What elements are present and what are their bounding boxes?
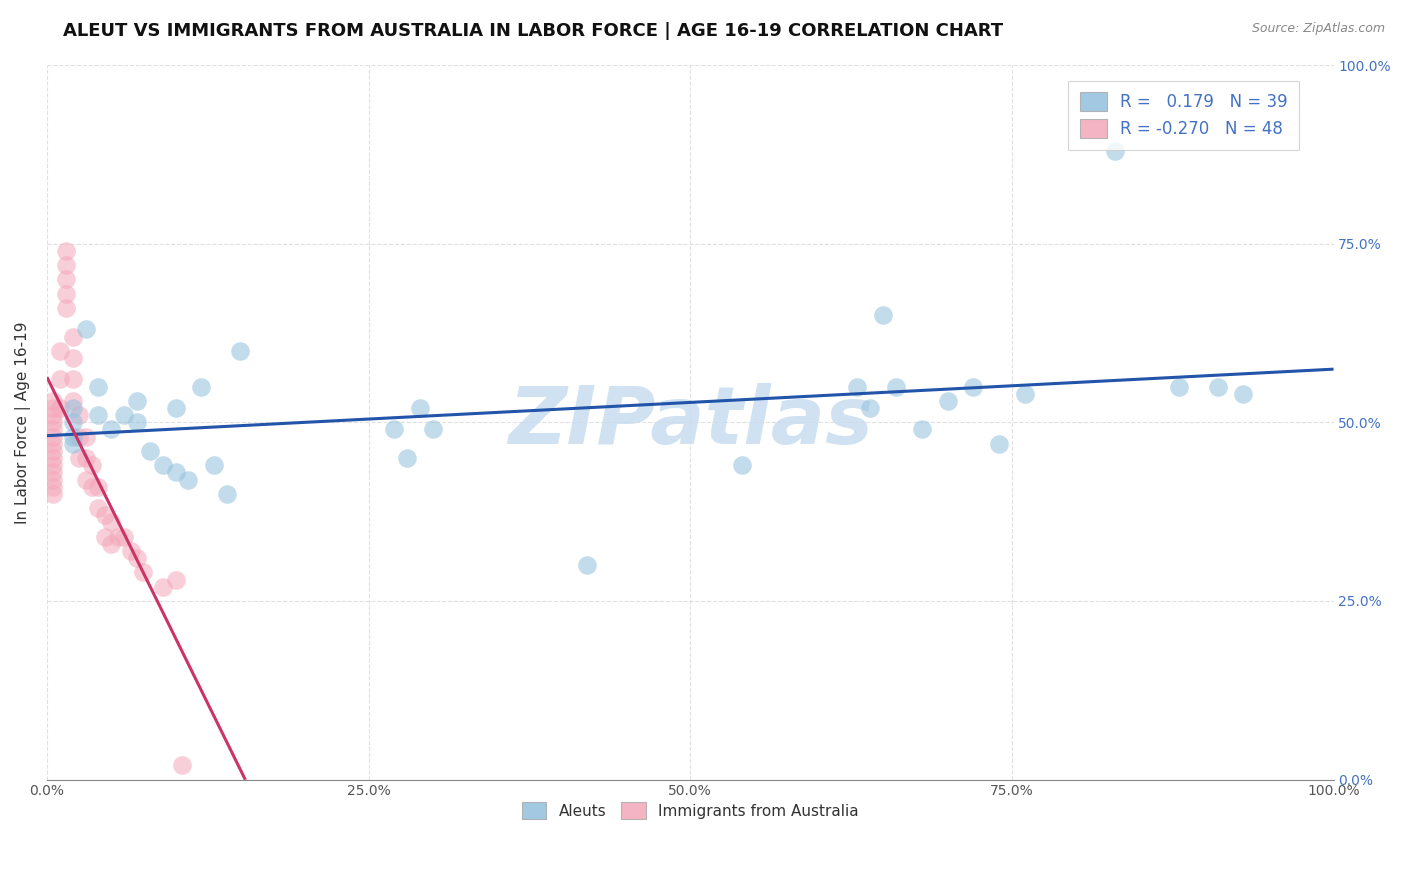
Point [409, 401, 432, 415]
Point [80, 458, 103, 473]
Point [42, 415, 65, 429]
Text: ALEUT VS IMMIGRANTS FROM AUSTRALIA IN LABOR FORCE | AGE 16-19 CORRELATION CHART: ALEUT VS IMMIGRANTS FROM AUSTRALIA IN LA… [63, 22, 1004, 40]
Point [75, 473, 97, 487]
Point [936, 393, 959, 408]
Point [94, 508, 117, 523]
Point [87, 379, 110, 393]
Point [42, 444, 65, 458]
Point [884, 379, 907, 393]
Point [396, 451, 419, 466]
Point [67, 451, 90, 466]
Point [229, 343, 252, 358]
Point [120, 544, 142, 558]
Point [42, 401, 65, 415]
Point [67, 430, 90, 444]
Point [55, 301, 77, 315]
Point [42, 487, 65, 501]
Point [67, 408, 90, 422]
Point [576, 558, 599, 573]
Point [100, 516, 122, 530]
Point [1168, 379, 1191, 393]
Point [42, 423, 65, 437]
Point [42, 451, 65, 466]
Point [132, 566, 155, 580]
Point [49, 343, 72, 358]
Point [962, 379, 984, 393]
Point [112, 408, 135, 422]
Point [62, 401, 84, 415]
Point [202, 458, 225, 473]
Point [62, 393, 84, 408]
Point [100, 537, 122, 551]
Point [170, 758, 193, 772]
Point [988, 437, 1011, 451]
Point [190, 379, 212, 393]
Point [62, 415, 84, 429]
Point [165, 466, 187, 480]
Point [125, 415, 148, 429]
Point [112, 530, 135, 544]
Point [217, 487, 239, 501]
Point [87, 408, 110, 422]
Point [872, 308, 894, 322]
Point [62, 372, 84, 386]
Point [911, 423, 934, 437]
Legend: Aleuts, Immigrants from Australia: Aleuts, Immigrants from Australia [516, 796, 865, 826]
Point [55, 244, 77, 258]
Point [859, 401, 882, 415]
Point [165, 401, 187, 415]
Point [139, 444, 162, 458]
Point [55, 286, 77, 301]
Point [87, 501, 110, 516]
Point [87, 480, 110, 494]
Point [42, 480, 65, 494]
Point [62, 430, 84, 444]
Point [94, 530, 117, 544]
Point [165, 573, 187, 587]
Point [75, 430, 97, 444]
Point [1232, 386, 1254, 401]
Point [382, 423, 405, 437]
Point [55, 258, 77, 272]
Point [107, 530, 129, 544]
Point [62, 329, 84, 343]
Point [152, 458, 174, 473]
Point [49, 401, 72, 415]
Point [42, 473, 65, 487]
Point [125, 551, 148, 566]
Point [1206, 379, 1229, 393]
Point [42, 393, 65, 408]
Point [422, 423, 444, 437]
Point [80, 480, 103, 494]
Point [42, 408, 65, 422]
Text: Source: ZipAtlas.com: Source: ZipAtlas.com [1251, 22, 1385, 36]
Point [42, 466, 65, 480]
Point [42, 430, 65, 444]
Point [75, 322, 97, 336]
Point [177, 473, 200, 487]
Point [846, 379, 869, 393]
Point [1014, 386, 1036, 401]
Point [731, 458, 754, 473]
Point [62, 437, 84, 451]
Point [62, 351, 84, 365]
Point [55, 272, 77, 286]
Point [42, 458, 65, 473]
Point [1104, 144, 1126, 158]
Point [125, 393, 148, 408]
Point [49, 372, 72, 386]
Point [152, 580, 174, 594]
Text: ZIPatlas: ZIPatlas [508, 384, 873, 461]
Y-axis label: In Labor Force | Age 16-19: In Labor Force | Age 16-19 [15, 321, 31, 524]
Point [42, 437, 65, 451]
Point [100, 423, 122, 437]
Point [75, 451, 97, 466]
